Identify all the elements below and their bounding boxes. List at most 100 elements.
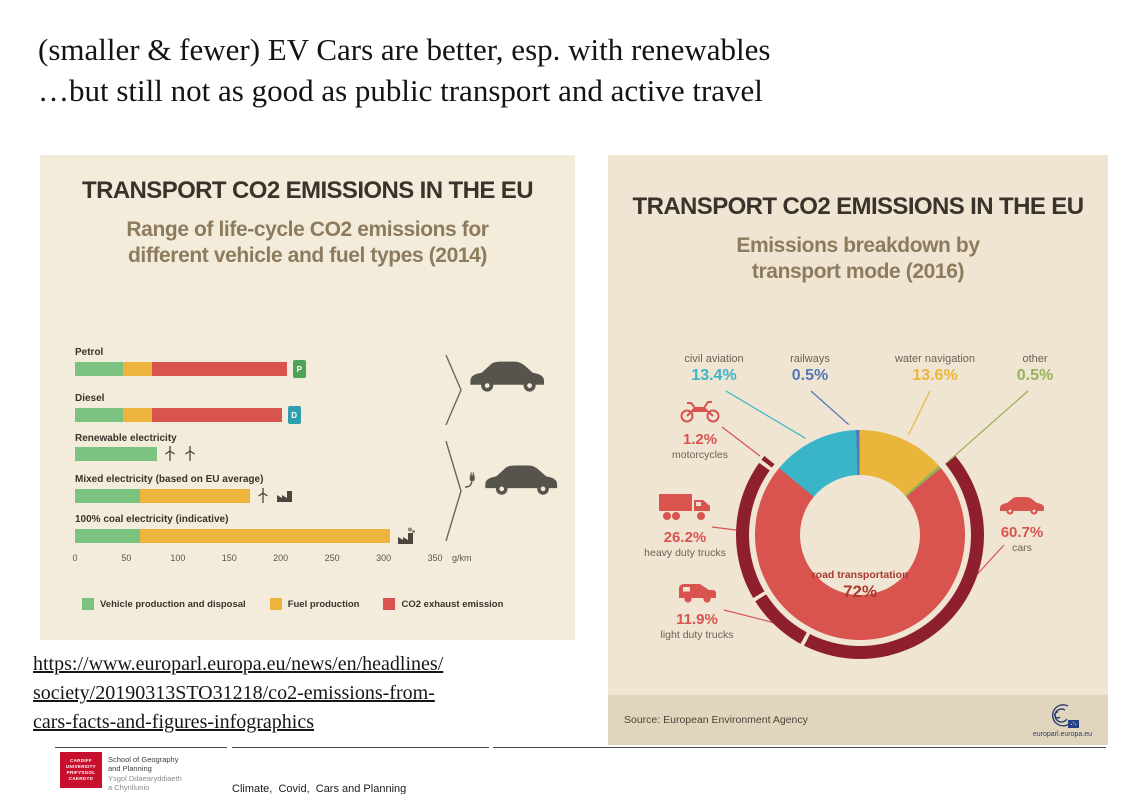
heavy-duty-trucks-label: heavy duty trucks: [644, 547, 726, 559]
bar-segment: [75, 529, 140, 543]
lifecycle-emissions-infographic: TRANSPORT CO2 EMISSIONS IN THE EU Range …: [40, 155, 575, 640]
truck-icon: [658, 494, 712, 526]
combustion-car-icon: [468, 357, 548, 395]
cardiff-department-text: School of Geography and Planning Ysgol D…: [108, 752, 182, 793]
source-bar: Source: European Environment Agency euro…: [608, 695, 1108, 745]
legend-item-exhaust: CO2 exhaust emission: [383, 598, 503, 610]
dept-line-cy1: Ysgol Ddaearyddiaeth: [108, 773, 182, 783]
axis-tick-label: 250: [324, 553, 340, 563]
bar-row-mixed: [75, 487, 294, 504]
railways-label: railways: [790, 353, 830, 365]
wind-turbine-icon: [163, 445, 177, 462]
category-label-diesel: Diesel: [75, 393, 105, 404]
legend-swatch-fuel: [269, 598, 282, 610]
europarl-website: europarl.europa.eu: [1032, 730, 1092, 738]
source-hyperlink[interactable]: https://www.europarl.europa.eu/news/en/h…: [33, 650, 443, 737]
right-infographic-subtitle: Emissions breakdown by transport mode (2…: [736, 234, 980, 283]
bar-row-renewable: [75, 445, 197, 462]
axis-unit-label: g/km: [452, 553, 472, 563]
link-line-3[interactable]: cars-facts-and-figures-infographics: [33, 711, 314, 733]
axis-tick-label: 50: [121, 553, 132, 563]
civil-aviation-value: 13.4%: [691, 367, 737, 384]
bar-row-petrol: P: [75, 360, 306, 378]
stacked-bar-mixed: [75, 488, 250, 503]
plug-icon: [464, 471, 475, 488]
slice-label-railways: railways 0.5%: [745, 353, 875, 385]
left-infographic-title: TRANSPORT CO2 EMISSIONS IN THE EU: [82, 177, 534, 204]
motorcycles-label: motorcycles: [671, 449, 728, 461]
legend-item-production: Vehicle production and disposal: [82, 598, 246, 610]
railways-value: 0.5%: [791, 367, 829, 384]
bar-segment: [123, 408, 153, 422]
coal-factory-icon: [396, 527, 416, 545]
mode-breakdown-infographic: TRANSPORT CO2 EMISSIONS IN THE EU Emissi…: [608, 155, 1108, 745]
bar-segment: [75, 362, 124, 376]
axis-tick-label: 350: [427, 553, 443, 563]
bar-segment: [75, 488, 140, 503]
motorcycles-value: 1.2%: [682, 431, 718, 448]
legend-label-production: Vehicle production and disposal: [100, 598, 246, 610]
petrol-pump-icon: P: [292, 360, 306, 378]
axis-tick-label: 0: [72, 553, 78, 563]
bar-row-coal: [75, 527, 416, 545]
other-label: other: [1022, 353, 1048, 365]
legend-label-fuel: Fuel production: [287, 598, 360, 610]
bar-segment: [139, 488, 250, 503]
legend: Vehicle production and disposal Fuel pro…: [82, 598, 503, 610]
donut-hole: [800, 475, 920, 595]
legend-label-exhaust: CO2 exhaust emission: [401, 598, 504, 610]
motorcycle-icon: [679, 401, 721, 428]
mode-light-duty-trucks: 11.9% light duty trucks: [642, 579, 752, 641]
category-label-coal: 100% coal electricity (indicative): [75, 514, 229, 525]
category-label-mixed: Mixed electricity (based on EU average): [75, 474, 264, 485]
slice-label-water-navigation: water navigation 13.6%: [870, 353, 1000, 385]
dept-line-en1: School of Geography: [108, 755, 179, 764]
civil-aviation-label: civil aviation: [684, 353, 744, 365]
footer-divider: [232, 747, 489, 748]
x-axis-ticks: 0 50 100 150 200 250 300 350: [72, 553, 442, 565]
slide-credit: Climate, Covid, Cars and Planning Mark B…: [232, 750, 406, 794]
wind-turbine-icon: [183, 445, 197, 462]
road-transportation-label: road transportation: [811, 569, 909, 581]
cardiff-university-logo: CARDIFF UNIVERSITY PRIFYSGOL CAERDYD Sch…: [60, 752, 182, 793]
mode-motorcycles: 1.2% motorcycles: [645, 398, 755, 461]
category-label-renewable: Renewable electricity: [75, 433, 177, 444]
water-navigation-label: water navigation: [894, 353, 976, 365]
car-icon: [998, 497, 1046, 521]
stacked-bar-diesel: [75, 408, 282, 422]
category-label-petrol: Petrol: [75, 347, 104, 358]
credit-line1: Climate, Covid, Cars and Planning: [232, 782, 407, 794]
cardiff-shield-icon: CARDIFF UNIVERSITY PRIFYSGOL CAERDYD: [60, 752, 102, 788]
donut-chart: [755, 430, 965, 640]
link-line-2[interactable]: society/20190313STO31218/co2-emissions-f…: [33, 682, 435, 704]
bar-segment: [152, 362, 287, 376]
slide-title-line2: …but still not as good as public transpo…: [38, 72, 763, 108]
bar-segment: [75, 446, 158, 461]
mode-heavy-duty-trucks: 26.2% heavy duty trucks: [630, 491, 740, 559]
stacked-bar-renewable: [75, 446, 158, 461]
light-duty-trucks-label: light duty trucks: [660, 629, 734, 641]
bracket-fuel-cars: [445, 354, 462, 426]
axis-tick-label: 100: [170, 553, 186, 563]
bar-segment: [139, 529, 390, 543]
cars-label: cars: [1012, 542, 1032, 554]
bar-row-diesel: D: [75, 406, 301, 424]
bar-segment: [152, 408, 282, 422]
footer-divider: [493, 747, 1106, 748]
bar-segment: [123, 362, 153, 376]
legend-swatch-production: [82, 598, 94, 610]
slide-title: (smaller & fewer) EV Cars are better, es…: [38, 30, 770, 112]
factory-icon: [276, 488, 294, 503]
cardiff-logo-line1: CARDIFF UNIVERSITY: [65, 758, 96, 770]
axis-tick-label: 200: [273, 553, 289, 563]
right-infographic-title: TRANSPORT CO2 EMISSIONS IN THE EU: [632, 193, 1085, 220]
slice-label-civil-aviation: civil aviation 13.4%: [649, 353, 779, 385]
link-line-1[interactable]: https://www.europarl.europa.eu/news/en/h…: [33, 653, 444, 675]
van-icon: [677, 584, 717, 608]
legend-item-fuel: Fuel production: [269, 598, 360, 610]
light-duty-trucks-value: 11.9%: [676, 611, 718, 628]
electric-car-icon: [464, 461, 561, 498]
slide-title-line1: (smaller & fewer) EV Cars are better, es…: [38, 32, 771, 67]
slice-label-other: other 0.5%: [970, 353, 1100, 385]
